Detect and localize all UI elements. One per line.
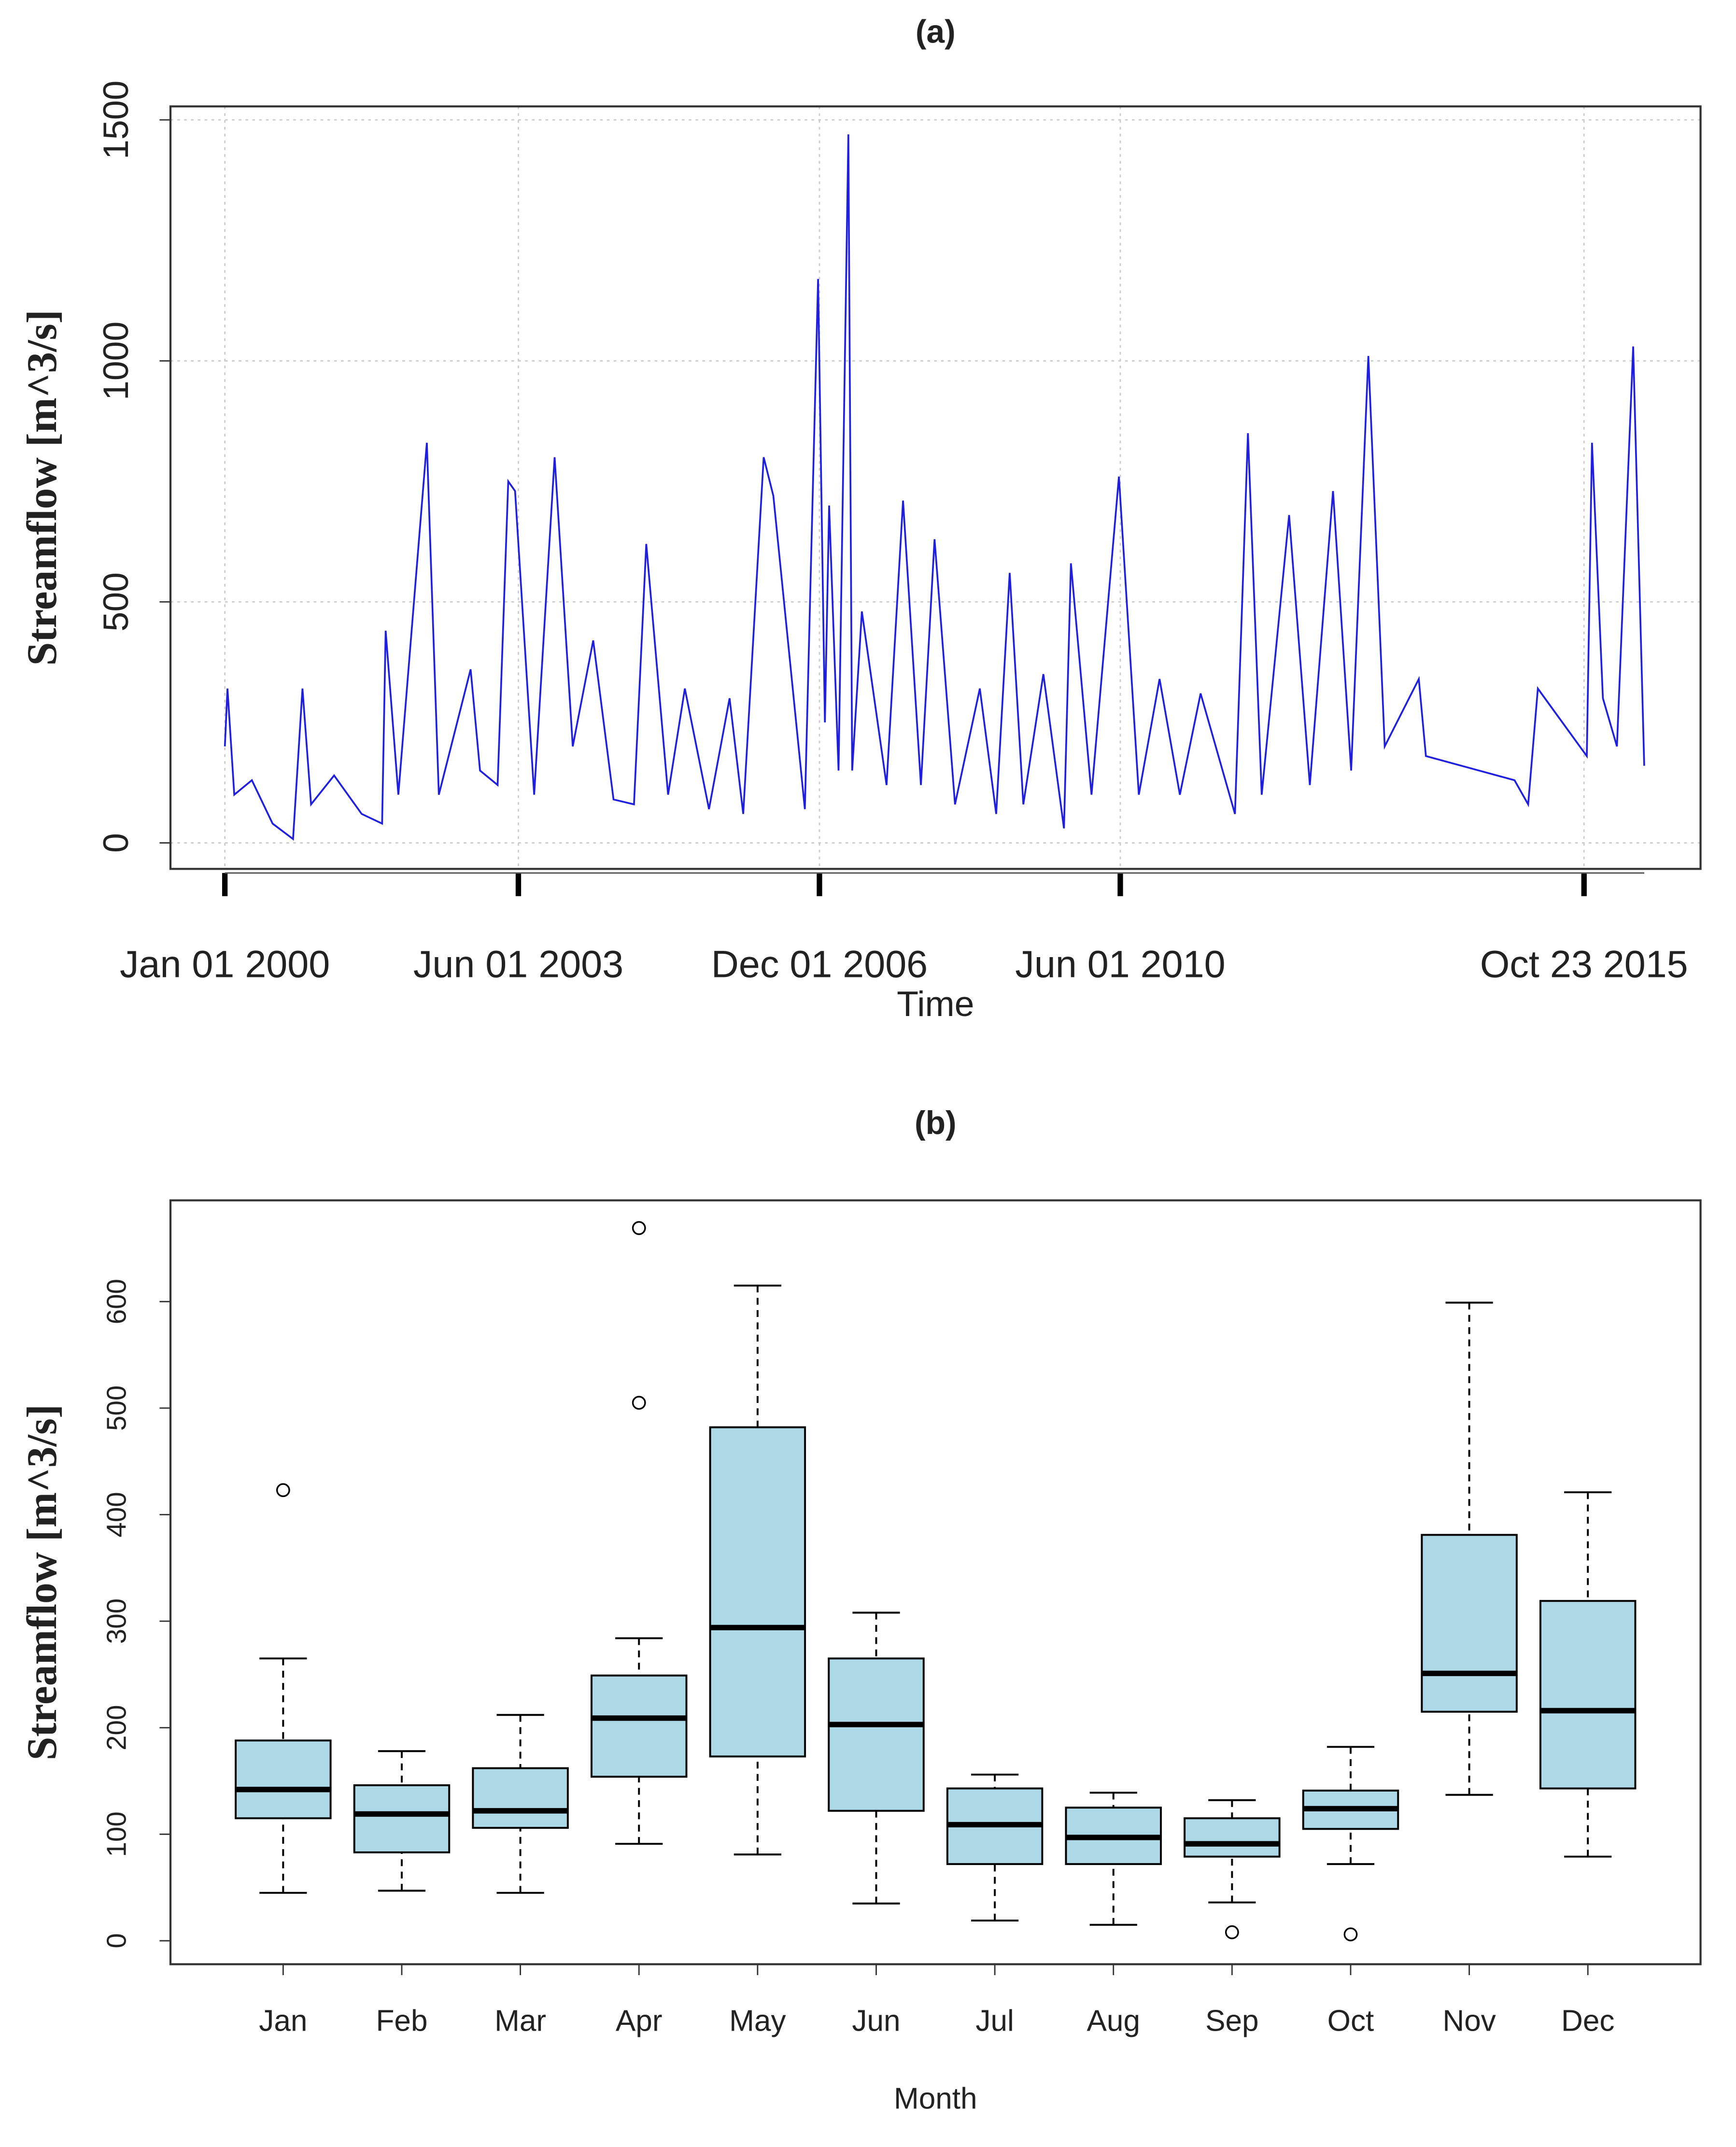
x-tick-label: Jun 01 2003 bbox=[413, 943, 623, 986]
box bbox=[1421, 1534, 1518, 1713]
box bbox=[472, 1767, 569, 1829]
y-tick-label: 200 bbox=[101, 1705, 132, 1751]
x-tick-label: Sep bbox=[1205, 2004, 1259, 2037]
y-tick-label: 500 bbox=[101, 1385, 132, 1431]
outlier bbox=[632, 1396, 646, 1410]
outlier bbox=[276, 1483, 290, 1497]
x-tick-label: Oct bbox=[1327, 2004, 1374, 2037]
outlier bbox=[632, 1221, 646, 1235]
x-tick-label: Nov bbox=[1442, 2004, 1496, 2037]
streamflow-line bbox=[224, 134, 1645, 841]
y-tick-label: 300 bbox=[101, 1598, 132, 1644]
box bbox=[828, 1657, 925, 1812]
outlier bbox=[1225, 1925, 1239, 1939]
x-tick-label: Aug bbox=[1087, 2004, 1140, 2037]
x-tick-label: Jan 01 2000 bbox=[120, 943, 330, 986]
plot-frame bbox=[169, 105, 1702, 870]
y-tick-label: 500 bbox=[96, 572, 136, 632]
x-tick-label: Apr bbox=[616, 2004, 663, 2037]
box bbox=[353, 1784, 451, 1853]
x-tick-label: May bbox=[729, 2004, 786, 2037]
x-tick-label: Feb bbox=[376, 2004, 427, 2037]
x-axis-label: Month bbox=[894, 2082, 977, 2115]
outlier bbox=[1343, 1927, 1358, 1942]
x-tick-label: Oct 23 2015 bbox=[1480, 943, 1688, 986]
chart-title: (a) bbox=[916, 14, 956, 50]
box bbox=[1539, 1600, 1637, 1790]
x-tick-label: Dec bbox=[1561, 2004, 1614, 2037]
x-tick-label: Mar bbox=[494, 2004, 546, 2037]
x-tick-label: Jun bbox=[852, 2004, 900, 2037]
y-tick-label: 600 bbox=[101, 1279, 132, 1324]
y-tick-label: 400 bbox=[101, 1492, 132, 1537]
y-tick-label: 100 bbox=[101, 1811, 132, 1857]
y-tick-label: 0 bbox=[96, 833, 136, 853]
box bbox=[709, 1426, 806, 1758]
x-axis-label: Time bbox=[897, 984, 974, 1024]
y-axis-label: Streamflow [m^3/s] bbox=[18, 1404, 65, 1760]
plot-frame bbox=[169, 1199, 1702, 1965]
x-tick-label: Jun 01 2010 bbox=[1015, 943, 1225, 986]
y-tick-label: 1500 bbox=[96, 81, 136, 159]
y-tick-label: 0 bbox=[101, 1933, 132, 1948]
y-tick-label: 1000 bbox=[96, 322, 136, 400]
box bbox=[1184, 1817, 1281, 1858]
chart-title: (b) bbox=[915, 1105, 957, 1141]
box bbox=[235, 1739, 332, 1820]
x-tick-label: Dec 01 2006 bbox=[711, 943, 928, 986]
box bbox=[590, 1674, 688, 1778]
x-tick-label: Jan bbox=[259, 2004, 307, 2037]
y-axis-label: Streamflow [m^3/s] bbox=[18, 310, 65, 665]
x-tick-label: Jul bbox=[975, 2004, 1014, 2037]
